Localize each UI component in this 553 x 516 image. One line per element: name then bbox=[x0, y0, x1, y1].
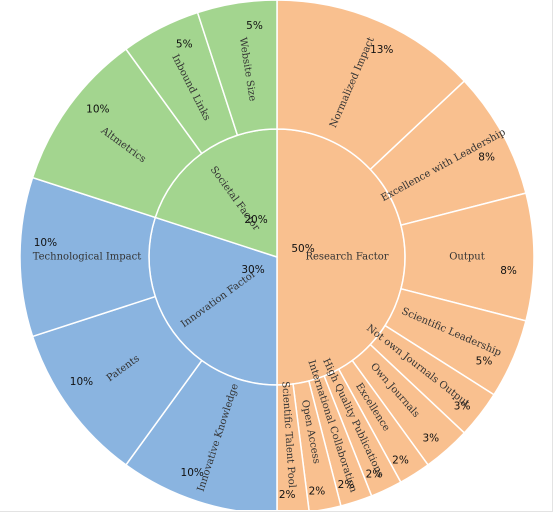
inner-label-research-factor: Research Factor bbox=[305, 252, 388, 263]
outer-value-normalized-impact: 13% bbox=[370, 44, 393, 56]
outer-value-open-access: 2% bbox=[309, 486, 326, 498]
outer-value-international-collaboration: 2% bbox=[338, 479, 355, 491]
outer-label-output: Output bbox=[449, 252, 485, 263]
outer-value-scientific-leadership: 5% bbox=[476, 356, 493, 368]
outer-value-altmetrics: 10% bbox=[86, 104, 109, 116]
outer-value-not-own-journals-output: 3% bbox=[454, 401, 471, 413]
inner-value-societal-factor: 20% bbox=[244, 214, 267, 226]
outer-value-output: 8% bbox=[500, 265, 517, 277]
outer-value-patents: 10% bbox=[70, 376, 93, 388]
outer-slice-website-size[interactable] bbox=[196, 0, 278, 137]
outer-value-scientific-talent-pool: 2% bbox=[279, 489, 296, 501]
inner-value-innovation-factor: 30% bbox=[241, 264, 264, 276]
outer-value-excellence-with-leadership: 8% bbox=[478, 152, 495, 164]
outer-value-technological-impact: 10% bbox=[34, 237, 57, 249]
outer-label-technological-impact: Technological Impact bbox=[33, 252, 142, 263]
inner-value-research-factor: 50% bbox=[291, 243, 314, 255]
outer-value-website-size: 5% bbox=[246, 20, 263, 32]
outer-value-innovative-knowledge: 10% bbox=[181, 467, 204, 479]
outer-value-inbound-links: 5% bbox=[176, 38, 193, 50]
outer-value-high-quality-publications: 2% bbox=[366, 468, 383, 480]
outer-value-excellence: 2% bbox=[392, 454, 409, 466]
outer-value-own-journals: 3% bbox=[422, 433, 439, 445]
